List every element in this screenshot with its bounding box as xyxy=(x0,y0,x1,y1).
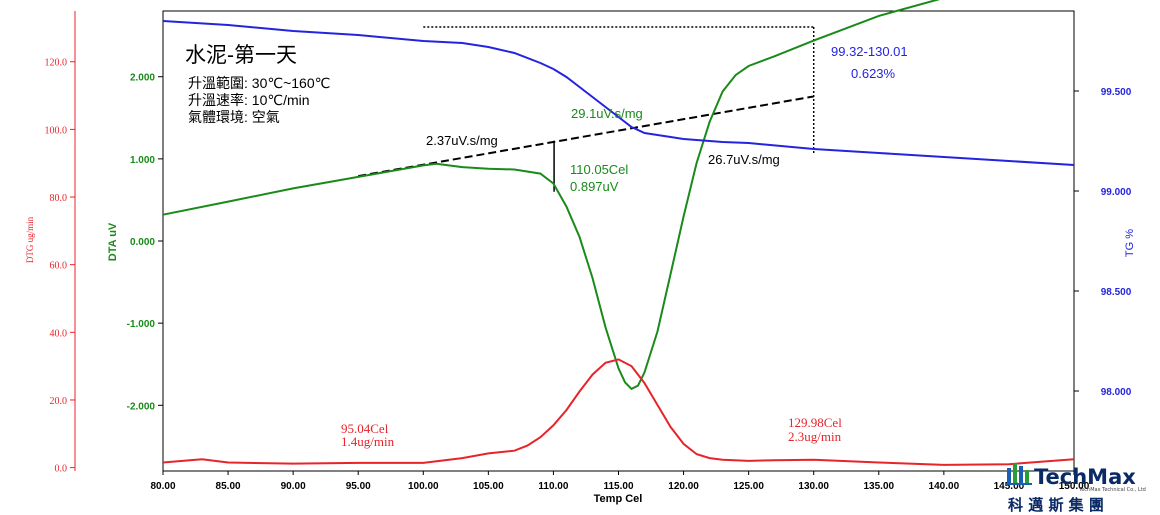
onset-height-label: 0.897uV xyxy=(570,179,619,194)
x-tick-label: 90.00 xyxy=(281,481,306,492)
peak-area-right-label: 26.7uV.s/mg xyxy=(708,152,780,167)
dtg-right-rate-label: 2.3ug/min xyxy=(788,429,842,444)
peak-area-mid-label: 29.1uV.s/mg xyxy=(571,106,643,121)
dta-peak-baseline xyxy=(358,95,814,178)
dtg-axis-label: DTG ug/min xyxy=(25,216,35,263)
tg-axis-ticks: 99.500 99.000 98.500 98.000 xyxy=(1074,87,1132,398)
tg-series-line xyxy=(162,20,1075,166)
x-tick-label: 110.00 xyxy=(538,481,568,492)
dtg-right-temp-label: 129.98Cel xyxy=(788,415,842,430)
x-tick-label: 120.00 xyxy=(668,481,699,492)
techmax-logo-mark-icon xyxy=(1005,463,1032,485)
dtg-axis-ticks: 0.0 20.0 40.0 60.0 80.0 100.0 120.0 xyxy=(45,58,75,475)
x-tick-label: 140.00 xyxy=(929,481,960,492)
dta-tick-label: 0.000 xyxy=(130,237,155,248)
dtg-tick-label: 0.0 xyxy=(55,464,68,475)
x-tick-label: 125.00 xyxy=(733,481,764,492)
dta-axis-label: DTA uV xyxy=(107,222,119,261)
x-tick-label: 115.00 xyxy=(603,481,633,492)
condition-heating-rate: 升溫速率: 10℃/min xyxy=(188,92,310,108)
x-tick-label: 105.00 xyxy=(473,481,504,492)
x-tick-label: 100.00 xyxy=(408,481,439,492)
dta-tick-label: -2.000 xyxy=(127,401,156,412)
x-tick-label: 85.00 xyxy=(216,481,241,492)
dtg-tick-label: 120.0 xyxy=(45,58,68,69)
tg-tick-label: 98.500 xyxy=(1101,287,1132,298)
dta-series-line xyxy=(162,0,941,391)
x-tick-label: 80.00 xyxy=(150,481,175,492)
condition-temp-range: 升溫範圍: 30℃~160℃ xyxy=(188,75,330,91)
dta-tick-label: 2.000 xyxy=(130,73,155,84)
x-tick-label: 135.00 xyxy=(863,481,894,492)
peak-area-left-label: 2.37uV.s/mg xyxy=(426,133,498,148)
dtg-tick-label: 40.0 xyxy=(50,328,68,339)
tg-tick-label: 99.000 xyxy=(1101,187,1132,198)
dtg-series-line xyxy=(162,358,1075,466)
x-tick-label: 130.00 xyxy=(798,481,829,492)
dtg-left-rate-label: 1.4ug/min xyxy=(341,434,395,449)
condition-atmosphere: 氣體環境: 空氣 xyxy=(188,109,280,125)
x-tick-label: 95.00 xyxy=(346,481,371,492)
x-tick-label: 145.00 xyxy=(994,481,1025,492)
x-tick-label: 150.00 xyxy=(1059,481,1090,492)
dta-tick-label: 1.000 xyxy=(130,155,155,166)
tg-range-label: 99.32-130.01 xyxy=(831,44,908,59)
dtg-left-temp-label: 95.04Cel xyxy=(341,421,389,436)
dta-tick-label: -1.000 xyxy=(127,319,156,330)
tg-axis-label: TG % xyxy=(1124,229,1136,257)
dtg-tick-label: 20.0 xyxy=(50,396,68,407)
dtg-tick-label: 60.0 xyxy=(50,261,68,272)
tg-tick-label: 98.000 xyxy=(1101,387,1132,398)
tg-loss-label: 0.623% xyxy=(851,66,896,81)
logo-brand-text: TechMax xyxy=(1034,465,1136,489)
chart-title: 水泥-第一天 xyxy=(185,44,297,67)
onset-temp-label: 110.05Cel xyxy=(570,162,628,177)
dtg-tick-label: 100.0 xyxy=(45,125,68,136)
dta-axis-ticks: 2.000 1.000 0.000 -1.000 -2.000 xyxy=(127,73,163,412)
x-axis-ticks: 80.00 85.00 90.00 95.00 100.00 105.00 110.00 11… xyxy=(150,471,1090,492)
dtg-tick-label: 80.0 xyxy=(50,193,68,204)
tg-tick-label: 99.500 xyxy=(1101,87,1132,98)
x-axis-label: Temp Cel xyxy=(594,493,643,505)
logo-chinese-text: 科 邁 斯 集 團 xyxy=(1008,496,1104,514)
techmax-logo: TechMax TechMax Technical Co., Ltd 科 邁 斯… xyxy=(1005,463,1146,514)
logo-subtitle-text: TechMax Technical Co., Ltd xyxy=(1078,487,1146,493)
